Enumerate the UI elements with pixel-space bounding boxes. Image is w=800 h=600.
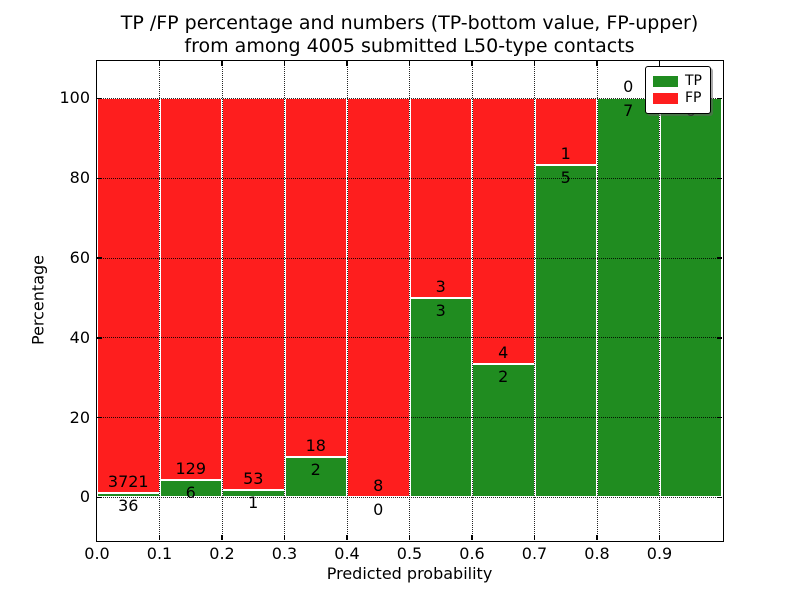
legend-item-tp: TP — [653, 74, 703, 89]
tp-color-swatch — [653, 76, 678, 87]
x-tick-mark — [471, 535, 473, 540]
fp-bar-segment — [409, 98, 472, 298]
tp-count-label: 7 — [623, 101, 634, 121]
v-gridline — [159, 61, 160, 540]
v-gridline — [284, 61, 285, 540]
y-tick-mark-right — [717, 416, 722, 419]
tp-count-label: 3 — [435, 300, 446, 320]
tp-bar-segment — [659, 98, 722, 498]
y-tick-mark-right — [717, 337, 722, 339]
fp-bar-segment — [222, 98, 285, 490]
tp-bar-segment — [597, 98, 660, 498]
fp-count-label: 8 — [373, 476, 384, 496]
x-tick-mark-top — [408, 61, 411, 66]
legend: TP FP — [645, 66, 711, 114]
x-tick-mark — [158, 535, 161, 540]
y-tick-label: 60 — [69, 248, 90, 268]
x-tick-label: 0.0 — [84, 544, 110, 563]
fp-count-label: 0 — [623, 77, 634, 97]
v-gridline — [471, 61, 473, 540]
x-tick-label: 0.3 — [271, 544, 298, 563]
tp-count-label: 1 — [248, 492, 259, 512]
x-tick-mark — [596, 535, 598, 540]
x-tick-mark — [346, 535, 348, 540]
x-tick-label: 0.2 — [209, 544, 235, 563]
x-tick-label: 0.9 — [646, 544, 673, 563]
x-tick-mark-top — [283, 61, 286, 66]
y-tick-mark — [97, 177, 102, 179]
y-tick-label: 100 — [59, 88, 90, 108]
y-tick-mark — [97, 416, 102, 419]
y-tick-mark — [97, 496, 102, 499]
tp-bar-segment — [409, 297, 472, 498]
plot-area: 3721361296531182803342150706 — [95, 59, 724, 542]
fp-count-label: 3721 — [107, 472, 149, 492]
legend-item-fp: FP — [653, 91, 703, 106]
y-tick-mark — [97, 337, 102, 339]
x-tick-mark-top — [533, 61, 536, 66]
tp-count-label: 2 — [310, 460, 321, 480]
fp-bar-segment — [534, 98, 597, 165]
x-tick-mark-top — [346, 61, 348, 66]
v-gridline — [659, 61, 660, 540]
tp-bar-segment — [472, 364, 535, 498]
y-tick-mark — [97, 97, 102, 100]
legend-label-tp: TP — [685, 73, 702, 89]
fp-bar-segment — [97, 98, 160, 494]
x-tick-mark — [533, 535, 536, 540]
fp-bar-segment — [347, 98, 410, 498]
tp-count-label: 6 — [185, 482, 196, 502]
x-tick-mark-top — [658, 61, 661, 66]
x-tick-mark-top — [471, 61, 473, 66]
y-tick-label: 0 — [79, 487, 90, 507]
y-tick-label: 40 — [69, 327, 90, 347]
v-gridline — [534, 61, 535, 540]
tp-bar-segment — [534, 164, 597, 498]
y-tick-mark — [97, 257, 102, 259]
y-tick-mark-right — [717, 496, 722, 499]
v-gridline — [596, 61, 598, 540]
fp-bar-segment — [284, 98, 347, 458]
y-tick-label: 80 — [69, 168, 90, 188]
x-tick-label: 0.8 — [584, 544, 610, 563]
x-tick-mark-top — [158, 61, 161, 66]
fp-count-label: 18 — [305, 436, 326, 456]
y-tick-mark-right — [717, 97, 722, 100]
v-gridline — [409, 61, 410, 540]
x-tick-mark-top — [596, 61, 598, 66]
tp-count-label: 2 — [498, 367, 509, 387]
v-gridline — [346, 61, 348, 540]
tp-count-label: 0 — [373, 500, 384, 520]
chart-title: TP /FP percentage and numbers (TP-bottom… — [97, 12, 722, 58]
fp-color-swatch — [653, 93, 678, 104]
v-gridline — [221, 61, 223, 540]
tp-count-label: 36 — [118, 496, 139, 516]
x-tick-label: 0.1 — [146, 544, 173, 563]
x-tick-label: 0.7 — [521, 544, 548, 563]
title-line-2: from among 4005 submitted L50-type conta… — [184, 35, 635, 57]
fp-count-label: 129 — [175, 458, 207, 478]
y-tick-label: 20 — [69, 407, 90, 427]
y-tick-mark-right — [717, 177, 722, 179]
title-line-1: TP /FP percentage and numbers (TP-bottom… — [120, 12, 699, 34]
x-tick-mark — [283, 535, 286, 540]
x-axis-label: Predicted probability — [326, 564, 493, 583]
fp-count-label: 1 — [560, 143, 571, 163]
y-tick-mark-right — [717, 257, 722, 259]
fp-count-label: 53 — [243, 468, 264, 488]
x-tick-label: 0.5 — [396, 544, 423, 563]
fp-count-label: 4 — [498, 343, 509, 363]
fp-count-label: 3 — [435, 276, 446, 296]
fp-bar-segment — [472, 98, 535, 365]
x-tick-mark — [658, 535, 661, 540]
x-tick-label: 0.4 — [334, 544, 360, 563]
x-tick-mark — [408, 535, 411, 540]
tp-count-label: 5 — [560, 167, 571, 187]
x-tick-mark-top — [221, 61, 223, 66]
legend-label-fp: FP — [685, 90, 702, 106]
fp-bar-segment — [159, 98, 222, 480]
x-tick-mark — [221, 535, 223, 540]
x-tick-label: 0.6 — [459, 544, 485, 563]
